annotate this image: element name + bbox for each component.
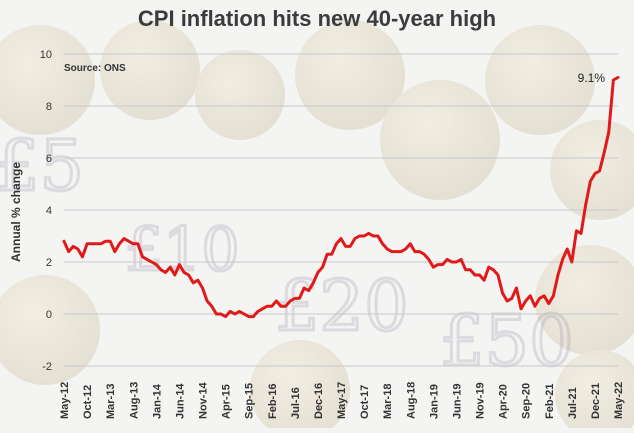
x-tick-label: Apr-15 <box>221 384 233 419</box>
x-tick-label: Nov-19 <box>475 382 487 419</box>
x-tick-label: May-12 <box>59 382 71 419</box>
y-tick-label: 2 <box>46 257 52 269</box>
y-tick-label: 8 <box>46 101 52 113</box>
x-tick-label: Mar-18 <box>382 384 394 419</box>
cpi-series-line <box>64 77 618 316</box>
x-tick-label: Jul-16 <box>290 387 302 419</box>
x-tick-label: Sep-20 <box>521 383 533 419</box>
x-tick-label: Dec-16 <box>313 383 325 419</box>
peak-annotation: 9.1% <box>578 71 606 85</box>
x-tick-label: Oct-12 <box>82 385 94 419</box>
x-tick-label: Aug-13 <box>128 382 140 419</box>
x-tick-label: May-17 <box>336 382 348 419</box>
y-tick-label: 4 <box>46 205 52 217</box>
data-points <box>64 77 618 316</box>
x-tick-label: Sep-15 <box>244 383 256 419</box>
y-tick-label: -2 <box>42 361 52 373</box>
x-tick-label: Aug-18 <box>405 382 417 419</box>
x-tick-label: Feb-21 <box>544 384 556 419</box>
y-axis-label: Annual % change <box>9 162 23 262</box>
x-tick-label: Feb-16 <box>267 384 279 419</box>
x-tick-label: Jan-19 <box>428 384 440 419</box>
y-tick-label: 10 <box>40 49 52 61</box>
y-tick-label: 6 <box>46 153 52 165</box>
y-tick-label: 0 <box>46 309 52 321</box>
x-axis-ticks: May-12 Oct-12 Mar-13 Aug-13 Jan-14 Jun-14 Nov-… <box>59 381 625 419</box>
x-tick-label: Jun-19 <box>451 384 463 419</box>
x-tick-label: Jan-14 <box>151 383 163 419</box>
x-tick-label: Jun-14 <box>174 383 186 419</box>
gridlines <box>64 54 618 366</box>
x-tick-label: May-22 <box>613 382 625 419</box>
x-tick-label: Apr-20 <box>498 384 510 419</box>
x-tick-label: Oct-17 <box>359 385 371 419</box>
x-tick-label: Dec-21 <box>590 383 602 419</box>
y-axis-ticks: -2 0 2 4 6 8 10 <box>40 49 52 373</box>
source-label: Source: ONS <box>64 63 126 74</box>
x-tick-label: Jul-21 <box>567 387 579 419</box>
x-tick-label: Mar-13 <box>105 384 117 419</box>
x-tick-label: Nov-14 <box>198 381 210 419</box>
